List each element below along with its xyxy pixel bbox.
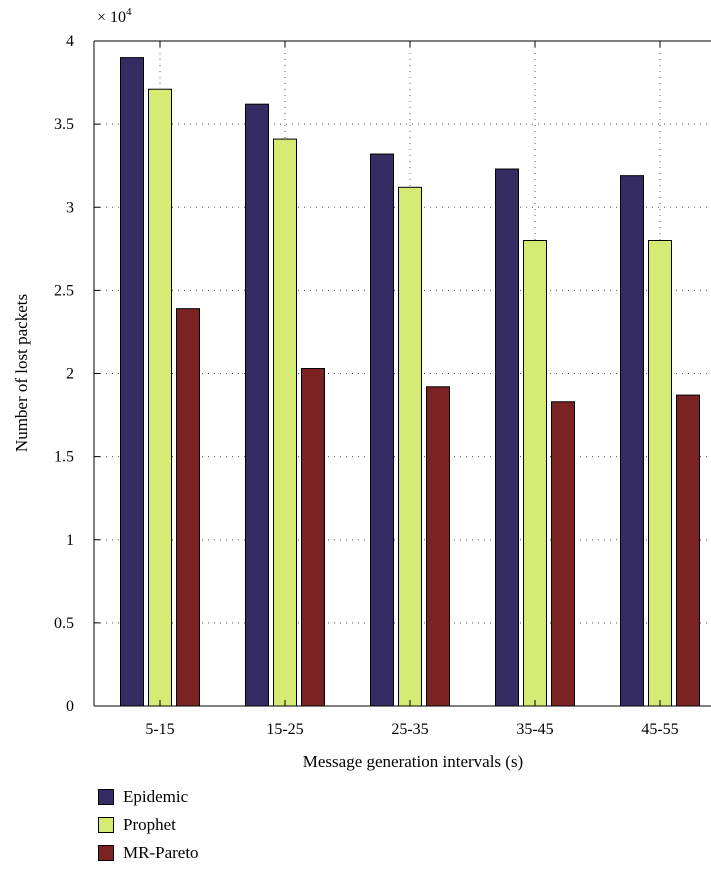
x-tick-label: 45-55 — [641, 721, 678, 738]
y-tick-label: 2.5 — [54, 282, 74, 299]
legend-swatch — [98, 845, 114, 861]
legend-item: Prophet — [98, 811, 199, 839]
bar-epidemic — [245, 103, 269, 707]
bar-epidemic — [370, 153, 394, 707]
bar-mr-pareto — [426, 386, 450, 707]
x-axis-label: Message generation intervals (s) — [303, 752, 523, 771]
y-tick-label: 3.5 — [54, 116, 74, 133]
x-tick-label: 25-35 — [391, 721, 428, 738]
bar-prophet — [398, 186, 422, 707]
bar-prophet — [273, 138, 297, 707]
y-tick-label: 2 — [66, 366, 74, 383]
y-tick-label: 1.5 — [54, 449, 74, 466]
legend-label: Prophet — [123, 815, 176, 834]
bar-prophet — [523, 240, 547, 707]
legend-item: Epidemic — [98, 783, 199, 811]
bars — [120, 57, 700, 707]
y-tick-label: 3 — [66, 199, 74, 216]
x-tick-label: 5-15 — [145, 721, 174, 738]
legend-item: MR-Pareto — [98, 839, 199, 867]
axes: 0 0.5 1 1.5 2 2.5 3 3.5 4 5-15 15-25 25-35 35-45 45-5… — [54, 33, 711, 738]
y-axis-label: Number of lost packets — [12, 294, 31, 452]
multiplier-base: × 10 — [97, 9, 126, 26]
x-tick-label: 35-45 — [516, 721, 553, 738]
legend: Epidemic Prophet MR-Pareto — [98, 783, 199, 867]
legend-swatch — [98, 817, 114, 833]
bar-mr-pareto — [301, 368, 325, 707]
multiplier-exponent: 4 — [126, 6, 132, 18]
y-tick-label: 0 — [66, 698, 74, 715]
legend-label: Epidemic — [123, 787, 189, 806]
y-tick-label: 4 — [66, 33, 74, 50]
bar-prophet — [648, 240, 672, 707]
legend-label: MR-Pareto — [123, 843, 199, 862]
bar-mr-pareto — [551, 401, 575, 707]
bar-mr-pareto — [676, 394, 700, 707]
legend-swatch — [98, 789, 114, 805]
bar-epidemic — [620, 175, 644, 707]
y-tick-label: 0.5 — [54, 615, 74, 632]
bar-mr-pareto — [176, 308, 200, 707]
x-tick-label: 15-25 — [266, 721, 303, 738]
bar-epidemic — [120, 57, 144, 707]
y-tick-label: 1 — [66, 532, 74, 549]
y-axis-multiplier: × 104 — [97, 6, 132, 26]
bar-epidemic — [495, 168, 519, 707]
bar-prophet — [148, 88, 172, 707]
